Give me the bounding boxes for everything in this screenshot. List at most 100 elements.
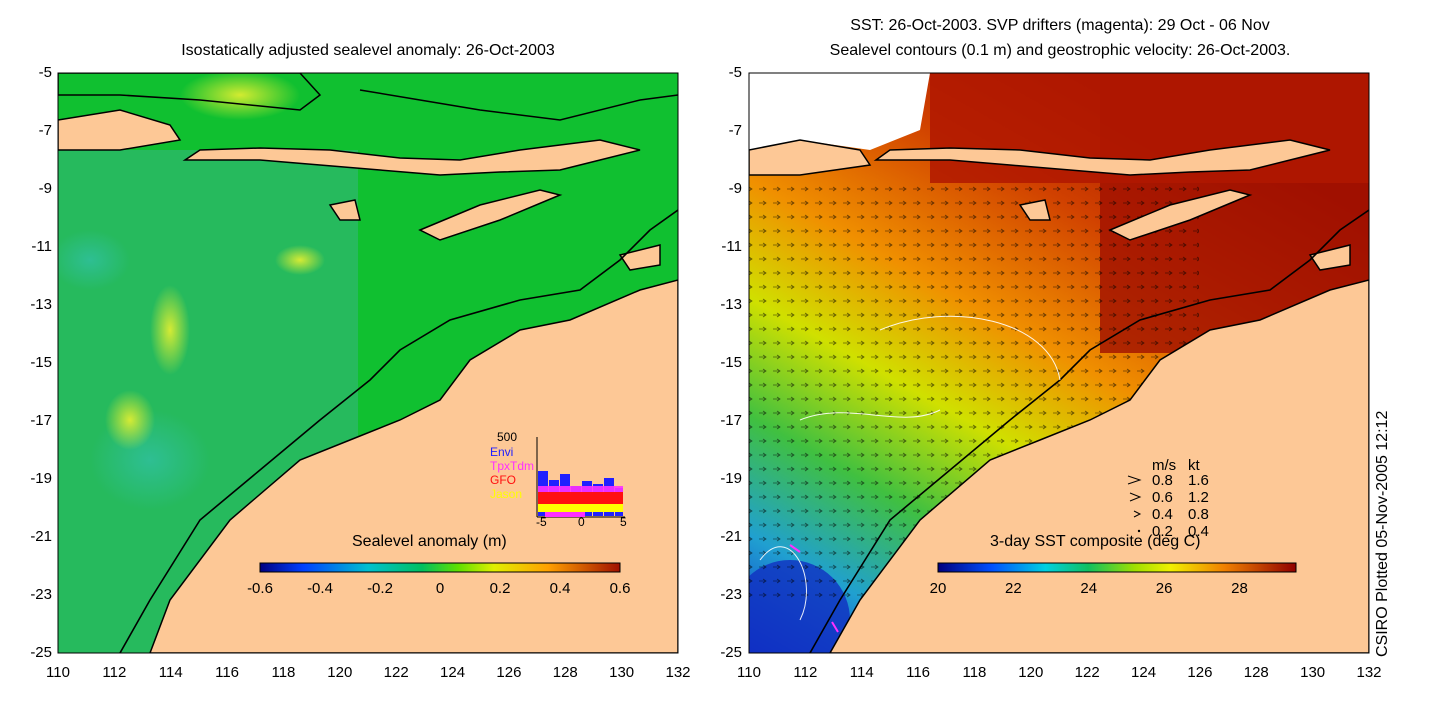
lon-tick-left: 118 [271, 664, 296, 681]
left-frame [57, 72, 679, 654]
velocity-legend-ms: 0.4 [1152, 506, 1173, 523]
right-colorbar-label: 3-day SST composite (deg C) [990, 533, 1201, 550]
lon-tick-right: 118 [962, 664, 987, 681]
velocity-legend-kt: 1.2 [1188, 489, 1209, 506]
right-java-island [749, 139, 872, 176]
lat-tick-right: -15 [720, 354, 742, 371]
lat-tick-left: -23 [30, 586, 52, 603]
lat-tick-right: -11 [721, 238, 742, 255]
left-colorbar-tick: -0.4 [307, 580, 333, 597]
velocity-legend-kt: 1.6 [1188, 472, 1209, 489]
lat-tick-right: -23 [720, 586, 742, 603]
lat-tick-right: -19 [720, 470, 742, 487]
right-timor [1108, 189, 1253, 241]
inset-ymax-label: 500 [497, 430, 518, 444]
lon-tick-right: 124 [1131, 664, 1157, 681]
lon-tick-left: 122 [383, 664, 409, 681]
lon-tick-right: 120 [1018, 664, 1044, 681]
right-colorbar-tick: 28 [1231, 580, 1248, 597]
left-colorbar-tick: 0.6 [609, 580, 631, 597]
left-nusa-tenggara [182, 139, 641, 176]
left-colorbar-tick: 0.2 [489, 580, 511, 597]
lon-tick-left: 114 [158, 664, 183, 681]
left-australia-land [149, 279, 678, 653]
left-shelf-contour [119, 209, 678, 653]
lat-tick-left: -13 [30, 296, 52, 313]
lon-tick-left: 120 [327, 664, 353, 681]
velocity-legend-arrows [1127, 475, 1142, 533]
lon-tick-left: 112 [102, 664, 127, 681]
lon-tick-left: 126 [496, 664, 522, 681]
left-map [58, 73, 678, 653]
lat-tick-right: -9 [728, 180, 742, 197]
inset-legend-jason: Jason [490, 487, 523, 501]
right-panel-title-line1: SST: 26-Oct-2003. SVP drifters (magenta)… [850, 17, 1270, 34]
right-colorbar-tick: 24 [1080, 580, 1098, 597]
right-shelf-contour [809, 209, 1369, 653]
lat-tick-right: -13 [720, 296, 742, 313]
right-frame [748, 72, 1370, 654]
lon-tick-right: 132 [1356, 664, 1382, 681]
lon-tick-left: 130 [609, 664, 635, 681]
lat-tick-right: -17 [720, 412, 742, 429]
lon-tick-left: 128 [552, 664, 578, 681]
left-colorbar [259, 562, 621, 573]
lat-tick-left: -7 [38, 122, 52, 139]
lat-tick-left: -15 [30, 354, 52, 371]
lat-tick-left: -17 [30, 412, 52, 429]
velocity-legend-header-kt: kt [1188, 457, 1200, 474]
lon-tick-left: 124 [440, 664, 466, 681]
left-colorbar-tick: -0.6 [247, 580, 273, 597]
right-drifter-tracks [789, 544, 839, 633]
inset-satellite-histogram [536, 437, 625, 518]
lon-tick-left: 116 [215, 664, 240, 681]
lon-tick-right: 112 [793, 664, 818, 681]
right-colorbar [937, 562, 1297, 573]
left-panel-title: Isostatically adjusted sealevel anomaly:… [181, 42, 555, 59]
lon-tick-right: 130 [1300, 664, 1326, 681]
velocity-legend-ms: 0.2 [1152, 523, 1173, 540]
right-sealevel-contours [759, 315, 1061, 621]
lon-tick-right: 114 [849, 664, 874, 681]
inset-legend-gfo: GFO [490, 473, 516, 487]
lon-tick-left: 132 [665, 664, 691, 681]
inset-legend-tpxtdm: TpxTdm [490, 459, 535, 473]
lat-tick-left: -11 [31, 238, 52, 255]
lat-tick-left: -25 [30, 644, 52, 661]
left-colorbar-label: Sealevel anomaly (m) [352, 533, 507, 550]
left-timor [418, 189, 563, 241]
inset-xtick: -5 [536, 515, 547, 529]
lat-tick-left: -19 [30, 470, 52, 487]
right-map [749, 73, 1369, 653]
lat-tick-left: -5 [38, 64, 52, 81]
lon-tick-right: 122 [1074, 664, 1100, 681]
lon-tick-right: 110 [737, 664, 761, 681]
inset-xtick: 5 [620, 515, 627, 529]
lat-tick-right: -25 [720, 644, 742, 661]
left-java-island [58, 109, 182, 151]
left-colorbar-tick: 0.4 [549, 580, 571, 597]
left-colorbar-tick: -0.2 [367, 580, 393, 597]
right-cloud-mask [749, 73, 930, 150]
right-nusa-tenggara [873, 139, 1331, 176]
lon-tick-right: 128 [1243, 664, 1269, 681]
velocity-legend-header-ms: m/s [1152, 457, 1177, 474]
inset-legend-envi: Envi [490, 445, 514, 459]
right-colorbar-tick: 22 [1005, 580, 1022, 597]
velocity-legend-ms: 0.8 [1152, 472, 1173, 489]
velocity-legend-kt: 0.8 [1188, 506, 1209, 523]
lat-tick-right: -21 [720, 528, 742, 545]
inset-xtick: 0 [578, 515, 585, 529]
lon-tick-right: 126 [1187, 664, 1213, 681]
lat-tick-right: -5 [728, 64, 742, 81]
velocity-legend-ms: 0.6 [1152, 489, 1173, 506]
right-colorbar-tick: 26 [1155, 580, 1173, 597]
lat-tick-left: -9 [38, 180, 52, 197]
velocity-legend-kt: 0.4 [1188, 523, 1209, 540]
lon-tick-left: 110 [46, 664, 70, 681]
right-colorbar-tick: 20 [929, 580, 947, 597]
lat-tick-left: -21 [30, 528, 52, 545]
lat-tick-right: -7 [728, 122, 742, 139]
left-colorbar-tick: 0 [435, 580, 445, 597]
